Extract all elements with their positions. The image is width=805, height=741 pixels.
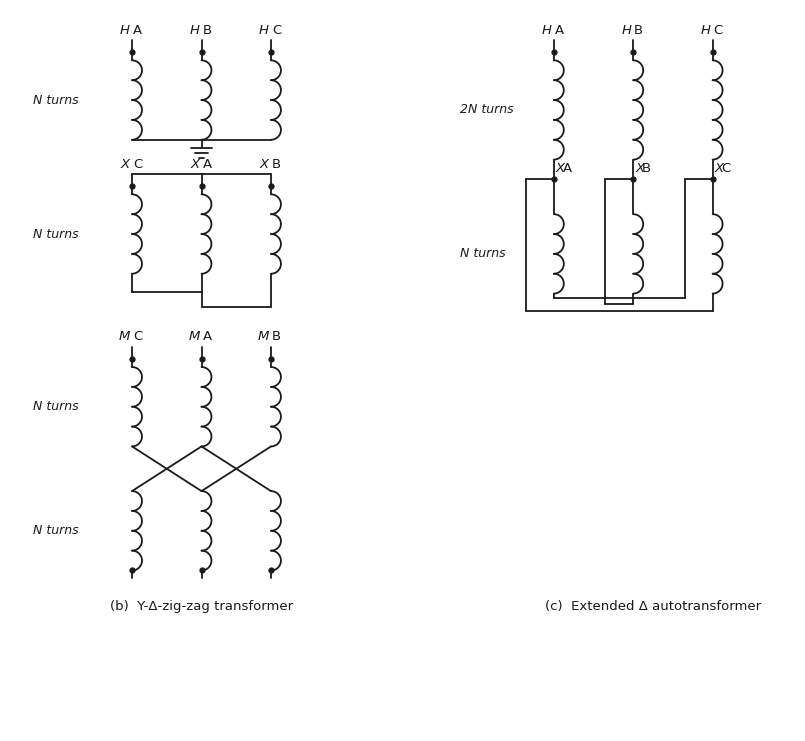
Text: H: H	[621, 24, 631, 36]
Text: C: C	[133, 158, 142, 170]
Text: N turns: N turns	[33, 400, 78, 413]
Text: X: X	[121, 158, 130, 170]
Text: H: H	[189, 24, 200, 36]
Text: X: X	[555, 162, 565, 176]
Text: A: A	[203, 330, 212, 343]
Text: A: A	[555, 24, 564, 36]
Text: H: H	[542, 24, 552, 36]
Text: A: A	[563, 162, 572, 176]
Text: A: A	[203, 158, 212, 170]
Text: N turns: N turns	[33, 525, 78, 537]
Text: H: H	[259, 24, 269, 36]
Text: N turns: N turns	[33, 93, 78, 107]
Text: M: M	[188, 330, 200, 343]
Text: X: X	[191, 158, 200, 170]
Text: B: B	[272, 330, 281, 343]
Text: N turns: N turns	[33, 227, 78, 241]
Text: C: C	[133, 330, 142, 343]
Text: C: C	[272, 24, 281, 36]
Text: M: M	[118, 330, 130, 343]
Text: X: X	[260, 158, 269, 170]
Text: B: B	[642, 162, 651, 176]
Text: X: X	[635, 162, 644, 176]
Text: C: C	[721, 162, 731, 176]
Text: (b)  Y-Δ-zig-zag transformer: (b) Y-Δ-zig-zag transformer	[110, 600, 293, 614]
Text: M: M	[258, 330, 269, 343]
Text: A: A	[133, 24, 142, 36]
Text: X: X	[715, 162, 724, 176]
Text: B: B	[203, 24, 212, 36]
Text: (c)  Extended Δ autotransformer: (c) Extended Δ autotransformer	[545, 600, 762, 614]
Text: B: B	[634, 24, 643, 36]
Text: C: C	[714, 24, 723, 36]
Text: N turns: N turns	[460, 247, 506, 260]
Text: B: B	[272, 158, 281, 170]
Text: 2N turns: 2N turns	[460, 104, 514, 116]
Text: H: H	[120, 24, 130, 36]
Text: H: H	[700, 24, 711, 36]
